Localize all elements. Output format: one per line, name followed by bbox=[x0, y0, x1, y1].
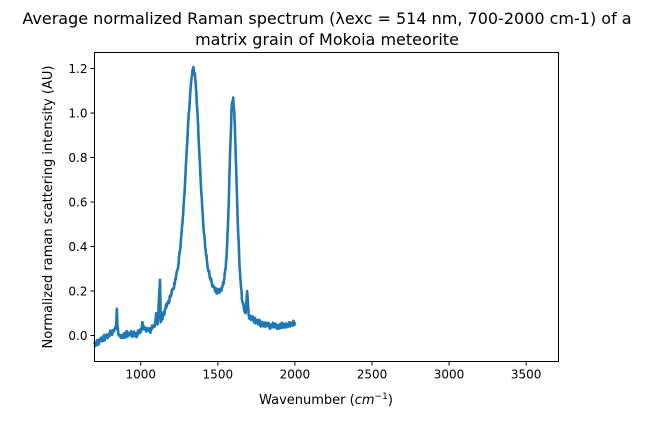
x-tick-label: 1000 bbox=[125, 368, 156, 382]
x-tick-label: 3500 bbox=[511, 368, 542, 382]
x-tick-label: 2000 bbox=[280, 368, 311, 382]
chart-title-line2: matrix grain of Mokoia meteorite bbox=[195, 30, 459, 49]
y-tick-label: 0.0 bbox=[68, 329, 87, 343]
y-axis-label: Normalized raman scattering intensity (A… bbox=[41, 66, 56, 349]
y-tick-label: 0.6 bbox=[68, 195, 87, 209]
y-tick-label: 1.2 bbox=[68, 62, 87, 76]
chart-title-line1: Average normalized Raman spectrum (λexc … bbox=[22, 9, 631, 28]
y-tick-label: 0.2 bbox=[68, 284, 87, 298]
x-tick-label: 1500 bbox=[203, 368, 234, 382]
x-tick-label: 2500 bbox=[357, 368, 388, 382]
spectrum-line bbox=[93, 65, 297, 348]
x-axis-label: Wavenumber (cm−1) bbox=[259, 392, 393, 408]
plot-frame bbox=[94, 52, 559, 362]
x-tick-label: 3000 bbox=[434, 368, 465, 382]
y-tick-label: 0.4 bbox=[68, 240, 87, 254]
y-tick-label: 0.8 bbox=[68, 151, 87, 165]
y-tick-label: 1.0 bbox=[68, 107, 87, 121]
